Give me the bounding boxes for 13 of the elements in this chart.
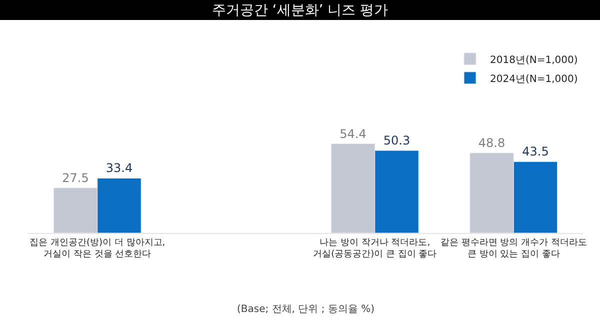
legend-label: 2024년(N=1,000) [490,74,578,85]
x-tick-label: 같은 평수라면 방의 개수가 적더라도 큰 방이 있는 집이 좋다 [440,238,587,260]
data-label: 50.3 [383,134,410,148]
data-label: 43.5 [522,144,549,159]
x-tick-label: 집은 개인공간(방)이 더 많아지고, 거실이 작은 것을 선호한다 [30,238,166,260]
data-label: 48.8 [478,136,506,150]
text: (Base; 전체, 단위 ; 동의율 %) [237,304,375,315]
x-tick-label: 나는 방이 작거나 적더라도, 거실(공동공간)이 큰 집이 좋다 [313,238,437,260]
data-label: 27.5 [62,170,89,185]
data-label: 33.4 [106,161,133,176]
chart-title: 주거공간 ‘세분화’ 니즈 평가 [212,2,388,19]
legend-label: 2018년(N=1,000) [490,54,578,66]
data-label: 54.4 [340,126,366,141]
